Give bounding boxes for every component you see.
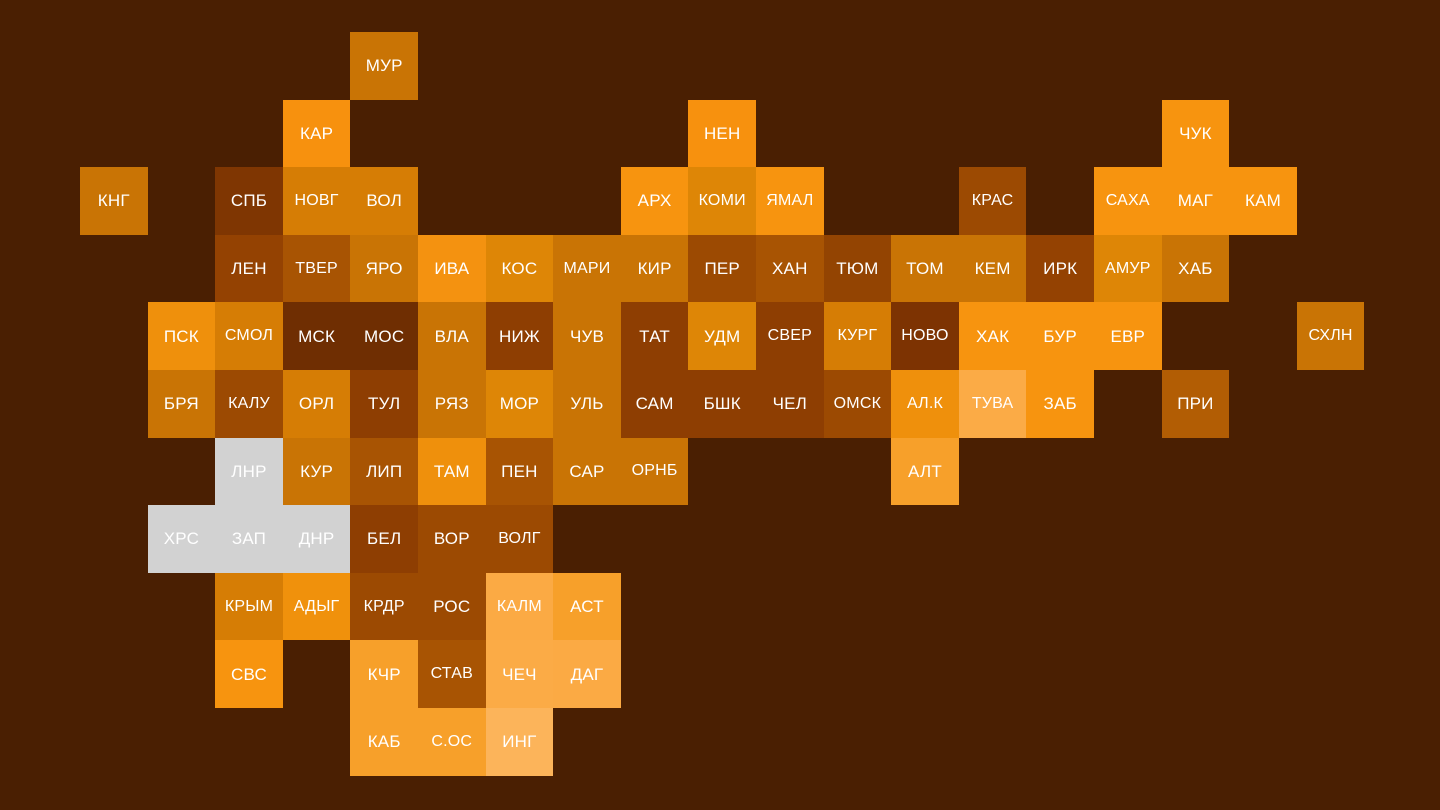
region-tile[interactable]: ЧЕЧ (485, 640, 554, 708)
region-tile[interactable]: ПСК (147, 302, 216, 370)
region-tile[interactable]: ВОЛГ (485, 505, 554, 573)
region-tile[interactable]: РОС (418, 572, 486, 641)
region-tile[interactable]: АЛТ (891, 437, 959, 506)
region-tile[interactable]: ЕВР (1094, 302, 1162, 370)
region-tile[interactable]: СПБ (215, 167, 283, 235)
region-tile[interactable]: НОВО (891, 302, 959, 370)
region-tile[interactable]: ТАТ (620, 302, 689, 370)
region-tile[interactable]: АРХ (620, 167, 689, 235)
region-tile[interactable]: КРАС (958, 167, 1027, 235)
region-tile[interactable]: ПРИ (1161, 370, 1230, 438)
region-tile[interactable]: ВОЛ (350, 167, 418, 235)
region-tile[interactable]: ЛИП (350, 437, 418, 506)
region-tile[interactable]: ИНГ (485, 708, 554, 776)
region-tile[interactable]: ЧУВ (553, 302, 621, 370)
region-tile[interactable]: КУРГ (823, 302, 892, 370)
region-tile[interactable]: КАБ (350, 708, 418, 776)
region-tile[interactable]: НОВГ (282, 167, 351, 235)
region-tile[interactable]: ДАГ (553, 640, 621, 708)
region-tile[interactable]: СХЛН (1296, 302, 1365, 370)
region-tile[interactable]: ЯРО (350, 234, 418, 303)
region-tile[interactable]: РЯЗ (418, 370, 486, 438)
region-tile[interactable]: НИЖ (485, 302, 554, 370)
region-tile[interactable]: ЯМАЛ (756, 167, 824, 235)
region-tile[interactable]: КРДР (350, 572, 418, 641)
region-tile[interactable]: ТУВА (958, 370, 1027, 438)
region-tile[interactable]: ВОР (418, 505, 486, 573)
region-tile[interactable]: АМУР (1094, 234, 1162, 303)
region-tile[interactable]: ХАБ (1161, 234, 1230, 303)
region-tile[interactable]: ТОМ (891, 234, 959, 303)
region-tile[interactable]: ТУЛ (350, 370, 418, 438)
region-tile[interactable]: БШК (688, 370, 756, 438)
region-tile[interactable]: КАЛУ (215, 370, 283, 438)
region-tile[interactable]: САР (553, 437, 621, 506)
region-tile[interactable]: ОРЛ (282, 370, 351, 438)
region-tile[interactable]: ПЕР (688, 234, 756, 303)
region-tile[interactable]: ХАК (958, 302, 1027, 370)
region-tile[interactable]: ДНР (282, 505, 351, 573)
region-tile[interactable]: ТАМ (418, 437, 486, 506)
region-tile[interactable]: НЕН (688, 99, 756, 168)
region-tile[interactable]: КИР (620, 234, 689, 303)
region-tile[interactable]: СМОЛ (215, 302, 283, 370)
region-tile[interactable]: ЧЕЛ (756, 370, 824, 438)
region-tile[interactable]: БРЯ (147, 370, 216, 438)
region-tile[interactable]: МАГ (1161, 167, 1230, 235)
region-tile[interactable]: ИВА (418, 234, 486, 303)
region-tile[interactable]: КАР (282, 99, 351, 168)
region-tile[interactable]: ТВЕР (282, 234, 351, 303)
region-tile[interactable]: АСТ (553, 572, 621, 641)
region-tile[interactable]: КАЛМ (485, 572, 554, 641)
region-tile[interactable]: КОС (485, 234, 554, 303)
region-tile[interactable]: СВС (215, 640, 283, 708)
region-tile[interactable]: ХРС (147, 505, 216, 573)
region-tile[interactable]: КУР (282, 437, 351, 506)
region-tile[interactable]: ЧУК (1161, 99, 1230, 168)
region-tile[interactable]: БУР (1026, 302, 1094, 370)
region-tile[interactable]: ХАН (756, 234, 824, 303)
region-tile[interactable]: МАРИ (553, 234, 621, 303)
region-tile[interactable]: ЗАП (215, 505, 283, 573)
region-tile[interactable]: ИРК (1026, 234, 1094, 303)
region-tile[interactable]: КНГ (80, 167, 148, 235)
region-tile[interactable]: КЧР (350, 640, 418, 708)
region-tile[interactable]: С.ОС (418, 708, 486, 776)
region-tile[interactable]: УЛЬ (553, 370, 621, 438)
region-tile[interactable]: КЕМ (958, 234, 1027, 303)
region-tile[interactable]: УДМ (688, 302, 756, 370)
region-tile[interactable]: МСК (282, 302, 351, 370)
region-tile[interactable]: АЛ.К (891, 370, 959, 438)
region-tile[interactable]: ПЕН (485, 437, 554, 506)
region-tile[interactable]: ОРНБ (620, 437, 689, 506)
region-tile[interactable]: ТЮМ (823, 234, 892, 303)
region-tile[interactable]: МОС (350, 302, 418, 370)
region-tile[interactable]: КОМИ (688, 167, 756, 235)
region-tile[interactable]: ОМСК (823, 370, 892, 438)
region-tile[interactable]: МОР (485, 370, 554, 438)
region-tile[interactable]: БЕЛ (350, 505, 418, 573)
region-tile[interactable]: ЛЕН (215, 234, 283, 303)
region-tile[interactable]: СТАВ (418, 640, 486, 708)
region-tile[interactable]: СВЕР (756, 302, 824, 370)
region-tile[interactable]: АДЫГ (282, 572, 351, 641)
region-tile[interactable]: ЛНР (215, 437, 283, 506)
region-tile[interactable]: КРЫМ (215, 572, 283, 641)
region-tile[interactable]: САМ (620, 370, 689, 438)
region-tile[interactable]: МУР (350, 32, 418, 100)
region-tile[interactable]: ЗАБ (1026, 370, 1094, 438)
region-tile[interactable]: САХА (1094, 167, 1162, 235)
region-tile[interactable]: ВЛА (418, 302, 486, 370)
region-tile[interactable]: КАМ (1229, 167, 1297, 235)
